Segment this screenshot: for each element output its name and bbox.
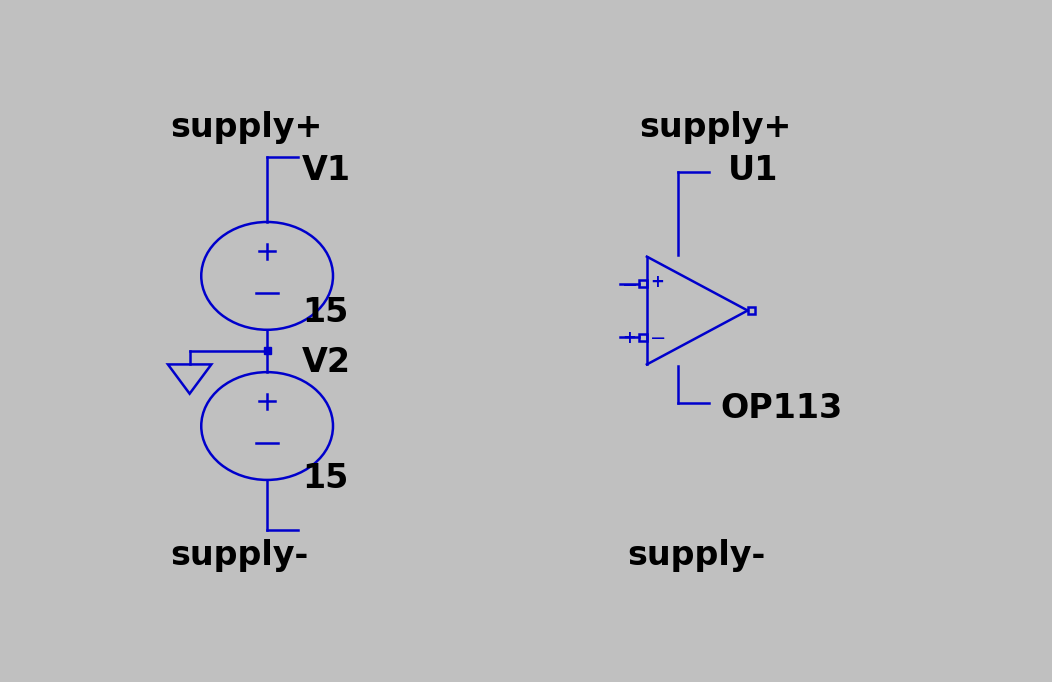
Text: supply-: supply-: [627, 539, 766, 572]
Bar: [640, 333, 647, 341]
Bar: [264, 347, 270, 354]
Text: OP113: OP113: [721, 392, 843, 426]
Text: supply+: supply+: [170, 111, 323, 145]
Text: V2: V2: [302, 346, 351, 379]
Text: U1: U1: [728, 153, 778, 187]
Text: supply+: supply+: [640, 111, 791, 145]
Text: 15: 15: [302, 462, 348, 494]
Text: −: −: [650, 329, 666, 349]
Bar: [748, 307, 755, 314]
Text: V1: V1: [302, 153, 351, 187]
Text: +: +: [622, 329, 636, 347]
Text: +: +: [650, 273, 664, 291]
Text: 15: 15: [302, 296, 348, 329]
Bar: [640, 280, 647, 287]
Text: −: −: [622, 276, 639, 295]
Text: supply-: supply-: [170, 539, 308, 572]
